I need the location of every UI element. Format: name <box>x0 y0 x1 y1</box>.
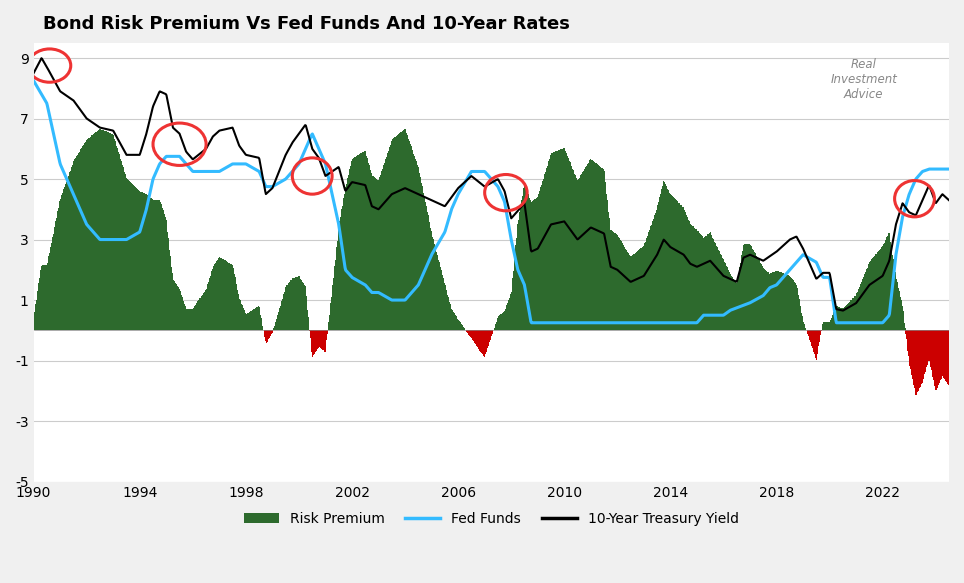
Text: Bond Risk Premium Vs Fed Funds And 10-Year Rates: Bond Risk Premium Vs Fed Funds And 10-Ye… <box>42 15 570 33</box>
Legend: Risk Premium, Fed Funds, 10-Year Treasury Yield: Risk Premium, Fed Funds, 10-Year Treasur… <box>238 507 744 532</box>
Text: Real
Investment
Advice: Real Investment Advice <box>830 58 897 101</box>
